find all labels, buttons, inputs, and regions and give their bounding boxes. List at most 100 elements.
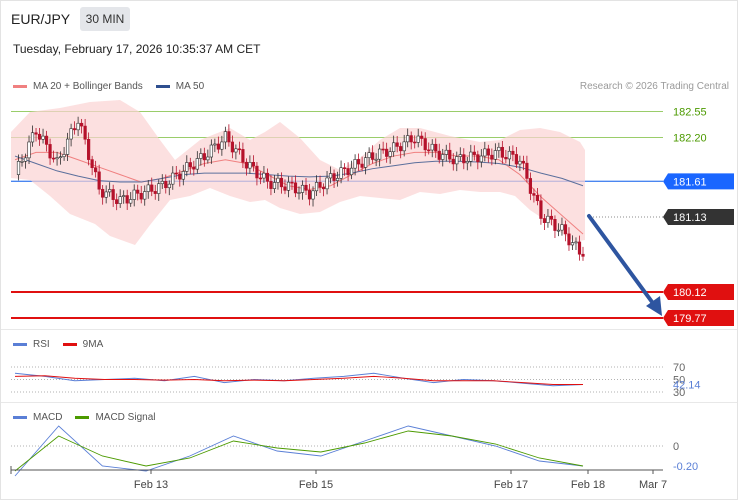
candle-body [290,181,294,184]
candle-body [444,149,448,155]
candle-body [374,158,378,161]
legend-swatch-9ma [62,343,77,346]
candle-body [167,183,171,189]
candle-body [51,157,56,160]
legend-item-rsi: RSI [13,339,50,350]
candle-body [535,195,540,202]
candle-body [514,154,518,165]
candle-body [360,163,364,168]
macd-line [14,425,584,477]
candle-body [206,156,210,161]
candle-body [479,155,483,163]
candle-body [423,138,427,151]
candle-body [27,141,31,159]
candle-body [542,218,547,223]
candle-body [525,162,529,179]
candle-body [143,191,147,200]
candle-body [234,148,238,153]
candle-body [283,186,287,191]
candle-body [111,189,115,200]
candle-body [462,154,466,164]
datetime-label: Tuesday, February 17, 2026 10:35:37 AM C… [13,42,261,56]
candle-body [213,143,217,146]
macd-signal-line [14,430,584,472]
legend-label-ma20: MA 20 + Bollinger Bands [33,81,143,92]
candle-body [20,160,24,163]
rsi-axis-label: 70 [673,362,685,374]
candle-body [230,141,234,153]
price-tag-label: 181.13 [673,212,707,224]
legend-swatch-macd [13,416,27,419]
credit-label: Research © 2026 Trading Central [579,81,729,92]
candle-body [486,148,490,156]
macd-legend: MACD MACD Signal [13,412,168,423]
candle-body [451,158,455,165]
candle-body [188,162,192,168]
legend-swatch-macd-signal [75,416,90,419]
candle-body [563,224,568,235]
candle-body [129,199,133,204]
forecast-arrow-shaft [587,214,657,308]
x-axis-tick-label: Feb 13 [134,479,168,491]
macd-axis-label: 0 [673,441,679,453]
candle-body [476,154,480,163]
candle-body [76,122,80,131]
price-level-label: 182.55 [673,106,707,118]
candle-body [528,178,533,194]
rsi-legend: RSI 9MA [13,339,116,350]
price-tag [663,310,734,326]
candle-body [248,162,252,169]
candle-body [321,186,326,190]
candle-body [307,190,312,200]
panel-separator [1,329,737,330]
candle-body [293,182,298,194]
candle-body [300,184,305,193]
timeframe-badge[interactable]: 30 MIN [80,7,130,31]
candle-body [258,177,263,180]
candle-body [272,182,277,189]
price-tag-label: 179.77 [673,313,707,325]
rsi-axis-label: 50 [673,375,685,387]
candle-body [328,173,333,179]
candle-body [416,135,420,143]
candle-body [493,150,497,160]
candle-body [195,158,199,170]
candle-body [367,152,371,159]
symbol-title: EUR/JPY [11,11,71,27]
candle-body [420,135,424,139]
candle-body [65,138,70,155]
candle-body [332,173,336,181]
candle-body [178,173,182,180]
candle-body [262,172,266,179]
candle-body [115,199,119,204]
candle-body [153,191,157,194]
candle-body [441,154,445,160]
candle-body [297,192,301,194]
candle-body [388,151,392,157]
legend-label-macd-signal: MACD Signal [95,412,156,423]
candle-body [132,189,136,200]
candle-body [164,180,168,189]
candle-body [23,157,28,162]
candle-body [349,167,354,176]
candle-body [342,167,347,170]
candle-body [34,132,38,135]
x-axis-tick-label: Feb 15 [299,479,333,491]
macd-value-label: -0.20 [673,461,698,473]
candle-body [567,233,571,246]
candle-body [318,182,322,188]
candle-body [507,150,511,160]
candle-body [37,133,42,140]
legend-swatch-ma20 [13,85,27,88]
candle-body [55,157,59,160]
candle-body [83,125,87,140]
candle-body [385,148,389,157]
legend-swatch-ma50 [155,85,170,88]
candle-body [160,180,164,185]
candle-body [41,135,45,140]
candle-body [448,149,452,160]
candle-body [364,157,368,168]
candle-body [244,161,249,169]
candle-body [399,146,403,152]
rsi-ma-line [14,375,583,385]
